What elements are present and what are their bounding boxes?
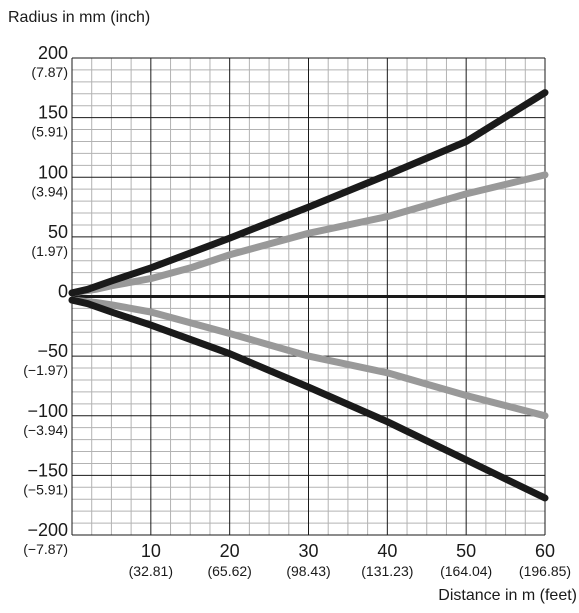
y-tick-label: 200 <box>38 43 68 63</box>
series-line-4 <box>68 296 549 502</box>
y-tick-sublabel: (−7.87) <box>23 541 68 557</box>
y-tick-label: 0 <box>58 282 68 302</box>
series-line-2 <box>68 171 549 297</box>
y-tick-label: 150 <box>38 103 68 123</box>
y-tick-sublabel: (−3.94) <box>23 422 68 438</box>
y-tick-labels: 200(7.87)150(5.91)100(3.94)50(1.97)0−50(… <box>23 43 68 557</box>
x-axis-title: Distance in m (feet) <box>438 587 577 604</box>
series-lines <box>68 89 549 502</box>
y-tick-sublabel: (5.91) <box>31 124 68 140</box>
series-line-1 <box>68 89 549 297</box>
y-tick-label: −150 <box>27 460 68 480</box>
x-tick-label: 60 <box>535 541 555 561</box>
y-tick-label: 100 <box>38 162 68 182</box>
x-tick-label: 30 <box>298 541 318 561</box>
x-tick-sublabel: (65.62) <box>207 563 251 579</box>
x-tick-sublabel: (32.81) <box>129 563 173 579</box>
y-axis-title: Radius in mm (inch) <box>8 9 151 26</box>
grid <box>71 57 546 536</box>
x-tick-label: 40 <box>377 541 397 561</box>
y-tick-sublabel: (3.94) <box>31 183 68 199</box>
x-tick-labels: 10 (32.81) 20 (65.62) 30 (98.43) 40 (131.23) 50 (… <box>129 541 571 579</box>
x-tick-label: 50 <box>456 541 476 561</box>
x-tick-sublabel: (164.04) <box>440 563 492 579</box>
y-tick-label: 50 <box>48 222 68 242</box>
x-tick-sublabel: (131.23) <box>361 563 413 579</box>
x-tick-label: 10 <box>141 541 161 561</box>
y-tick-sublabel: (−1.97) <box>23 362 68 378</box>
y-tick-sublabel: (−5.91) <box>23 481 68 497</box>
y-tick-sublabel: (7.87) <box>31 64 68 80</box>
x-tick-label: 20 <box>220 541 240 561</box>
y-tick-label: −50 <box>37 341 68 361</box>
y-tick-label: −200 <box>27 520 68 540</box>
x-tick-sublabel: (98.43) <box>286 563 330 579</box>
y-tick-label: −100 <box>27 401 68 421</box>
series-line-3 <box>68 296 549 420</box>
y-tick-sublabel: (1.97) <box>31 243 68 259</box>
x-tick-sublabel: (196.85) <box>519 563 571 579</box>
